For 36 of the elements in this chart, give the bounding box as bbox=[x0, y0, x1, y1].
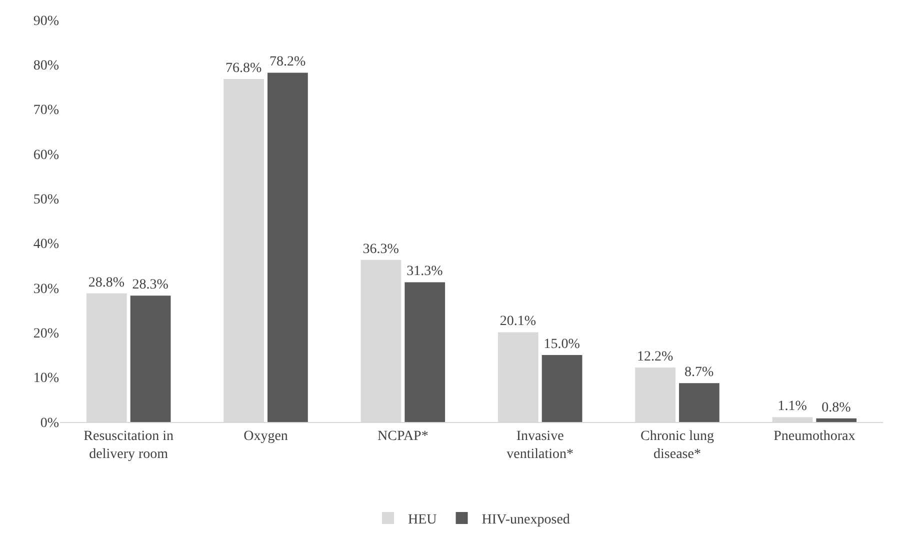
data-label: 78.2% bbox=[269, 54, 306, 70]
bar bbox=[816, 418, 857, 422]
x-tick-label: Chronic lung disease* bbox=[640, 428, 714, 462]
bar bbox=[268, 72, 308, 422]
y-tick-label: 80% bbox=[33, 58, 60, 74]
y-tick-label: 10% bbox=[33, 371, 60, 386]
x-tick-label: Resuscitation in delivery room bbox=[84, 428, 174, 462]
bar bbox=[679, 383, 720, 422]
bar bbox=[542, 355, 582, 422]
data-label: 36.3% bbox=[362, 242, 400, 257]
x-tick-label: Pneumothorax bbox=[774, 428, 856, 444]
bar bbox=[404, 282, 446, 422]
data-label: 1.1% bbox=[778, 399, 808, 414]
data-label: 28.8% bbox=[88, 275, 125, 290]
legend-label: HIV-unexposed bbox=[482, 512, 570, 528]
data-label: 12.2% bbox=[637, 350, 674, 365]
bar bbox=[130, 296, 171, 422]
y-tick-label: 40% bbox=[33, 237, 60, 252]
legend-label: HEU bbox=[408, 512, 437, 528]
data-label: 28.3% bbox=[132, 278, 169, 293]
y-tick-label: 60% bbox=[33, 148, 60, 163]
y-tick-label: 0% bbox=[40, 416, 60, 431]
y-tick-label: 90% bbox=[33, 14, 60, 29]
y-tick-label: 20% bbox=[33, 326, 60, 342]
x-tick-label: Invasive ventilation* bbox=[506, 428, 574, 462]
data-label: 15.0% bbox=[544, 337, 580, 352]
y-tick-label: 70% bbox=[33, 103, 60, 118]
x-tick-label: NCPAP* bbox=[377, 428, 428, 444]
data-label: 8.7% bbox=[684, 365, 714, 380]
data-label: 20.1% bbox=[500, 314, 536, 330]
y-tick-label: 50% bbox=[33, 192, 60, 208]
y-tick-label: 30% bbox=[33, 282, 60, 297]
data-label: 0.8% bbox=[822, 400, 852, 416]
x-tick-label: Oxygen bbox=[244, 428, 288, 444]
data-label: 31.3% bbox=[406, 264, 444, 280]
data-label: 76.8% bbox=[226, 60, 262, 76]
